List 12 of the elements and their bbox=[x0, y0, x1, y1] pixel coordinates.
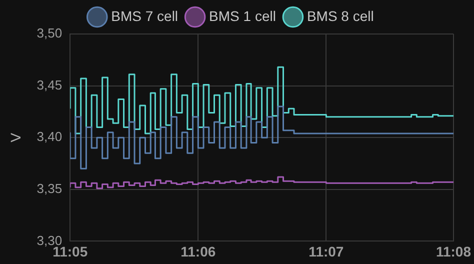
x-tick-label: 11:07 bbox=[308, 243, 344, 260]
y-tick-label: 3,50 bbox=[36, 26, 62, 41]
x-tick-label: 11:06 bbox=[180, 243, 216, 260]
legend-label: BMS 1 cell bbox=[209, 8, 276, 24]
legend-label: BMS 8 cell bbox=[306, 8, 374, 24]
y-tick-label: 3,35 bbox=[36, 180, 62, 196]
y-tick-label: 3,40 bbox=[36, 129, 62, 144]
y-tick-label: 3,45 bbox=[36, 77, 62, 92]
legend-label: BMS 7 cell bbox=[111, 8, 178, 24]
y-axis-title: V bbox=[7, 132, 24, 142]
x-tick-label: 11:08 bbox=[436, 243, 472, 260]
y-tick-label: 3,30 bbox=[36, 232, 62, 248]
